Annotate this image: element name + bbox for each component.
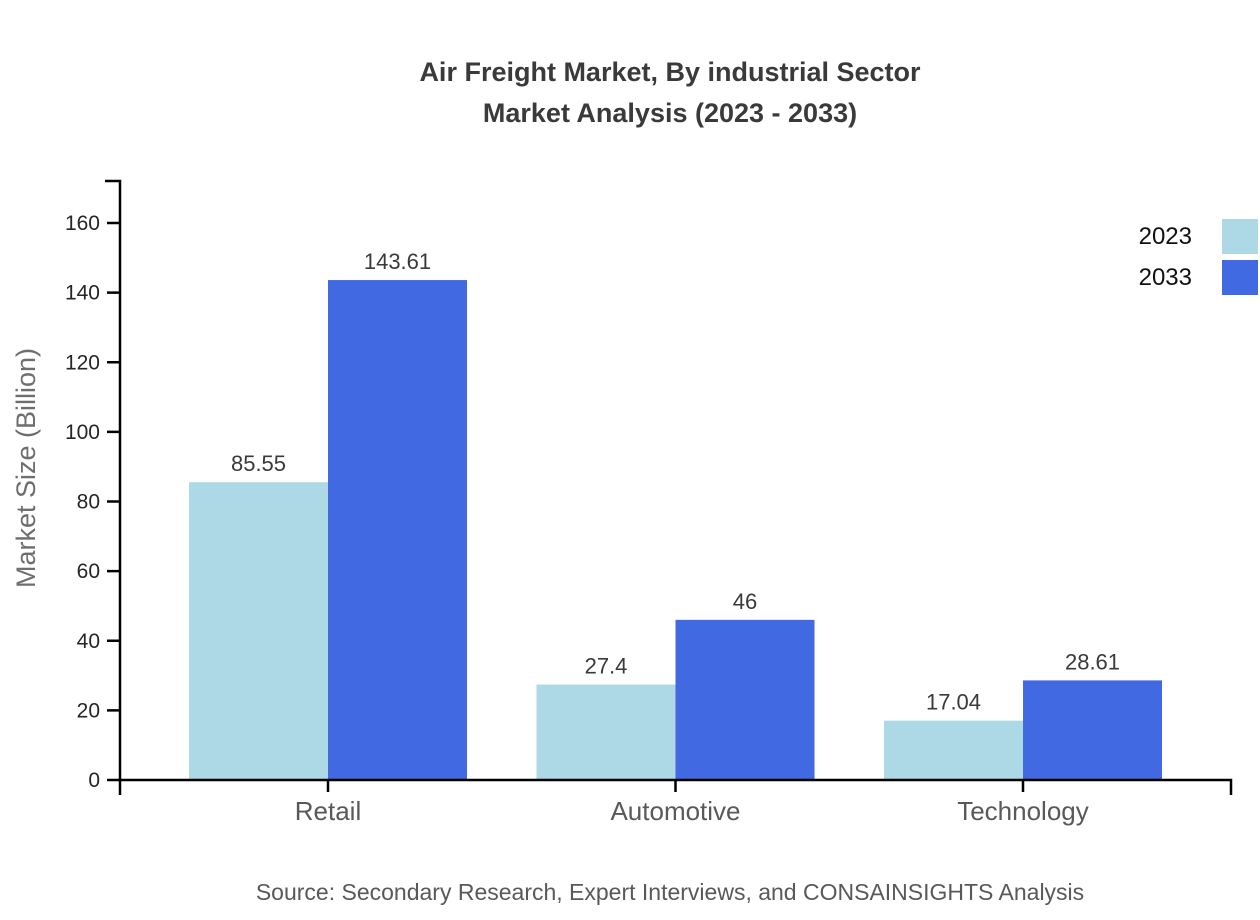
value-label-2023-technology: 17.04 [926, 690, 981, 715]
y-axis-spine [105, 179, 122, 780]
legend-swatch-2023 [1222, 219, 1258, 254]
y-axis-title: Market Size (Billion) [11, 348, 41, 588]
bar-2023-automotive [536, 684, 676, 780]
y-tick-label: 60 [77, 560, 100, 583]
value-label-2033-technology: 28.61 [1065, 649, 1120, 674]
y-tick-label: 0 [88, 769, 100, 792]
x-axis-spine [118, 778, 1233, 795]
y-tick-label: 120 [65, 351, 100, 374]
x-category-label-retail: Retail [295, 796, 361, 826]
bar-2033-retail [328, 280, 467, 780]
legend-label-2033: 2033 [1138, 263, 1192, 291]
y-tick-label: 140 [65, 282, 100, 305]
x-category-label-technology: Technology [957, 796, 1089, 826]
bar-2033-automotive [675, 619, 815, 780]
legend-item-2033: 2033 [1139, 260, 1258, 295]
value-label-2033-automotive: 46 [733, 589, 757, 614]
y-tick-label: 80 [77, 491, 100, 514]
x-category-label-automotive: Automotive [610, 796, 740, 826]
legend-swatch-2033 [1222, 260, 1258, 295]
y-tick-label: 20 [77, 699, 100, 722]
bar-2023-retail [189, 482, 328, 780]
legend-label-2023: 2023 [1138, 222, 1192, 250]
legend: 2023 2033 [1139, 219, 1258, 295]
chart-title: Air Freight Market, By industrial Sector… [80, 52, 1260, 134]
value-label-2033-retail: 143.61 [364, 249, 431, 274]
value-label-2023-retail: 85.55 [231, 451, 286, 476]
legend-item-2023: 2023 [1139, 219, 1258, 254]
y-tick-label: 100 [65, 421, 100, 444]
bar-2023-technology [884, 720, 1023, 780]
bar-2033-technology [1023, 680, 1162, 780]
chart-title-line2: Market Analysis (2023 - 2033) [482, 98, 858, 128]
source-note: Source: Secondary Research, Expert Inter… [255, 879, 1085, 905]
y-tick-label: 160 [65, 212, 100, 235]
y-tick-label: 40 [77, 630, 100, 653]
value-label-2023-automotive: 27.4 [585, 654, 628, 679]
chart-title-line1: Air Freight Market, By industrial Sector [419, 57, 921, 87]
